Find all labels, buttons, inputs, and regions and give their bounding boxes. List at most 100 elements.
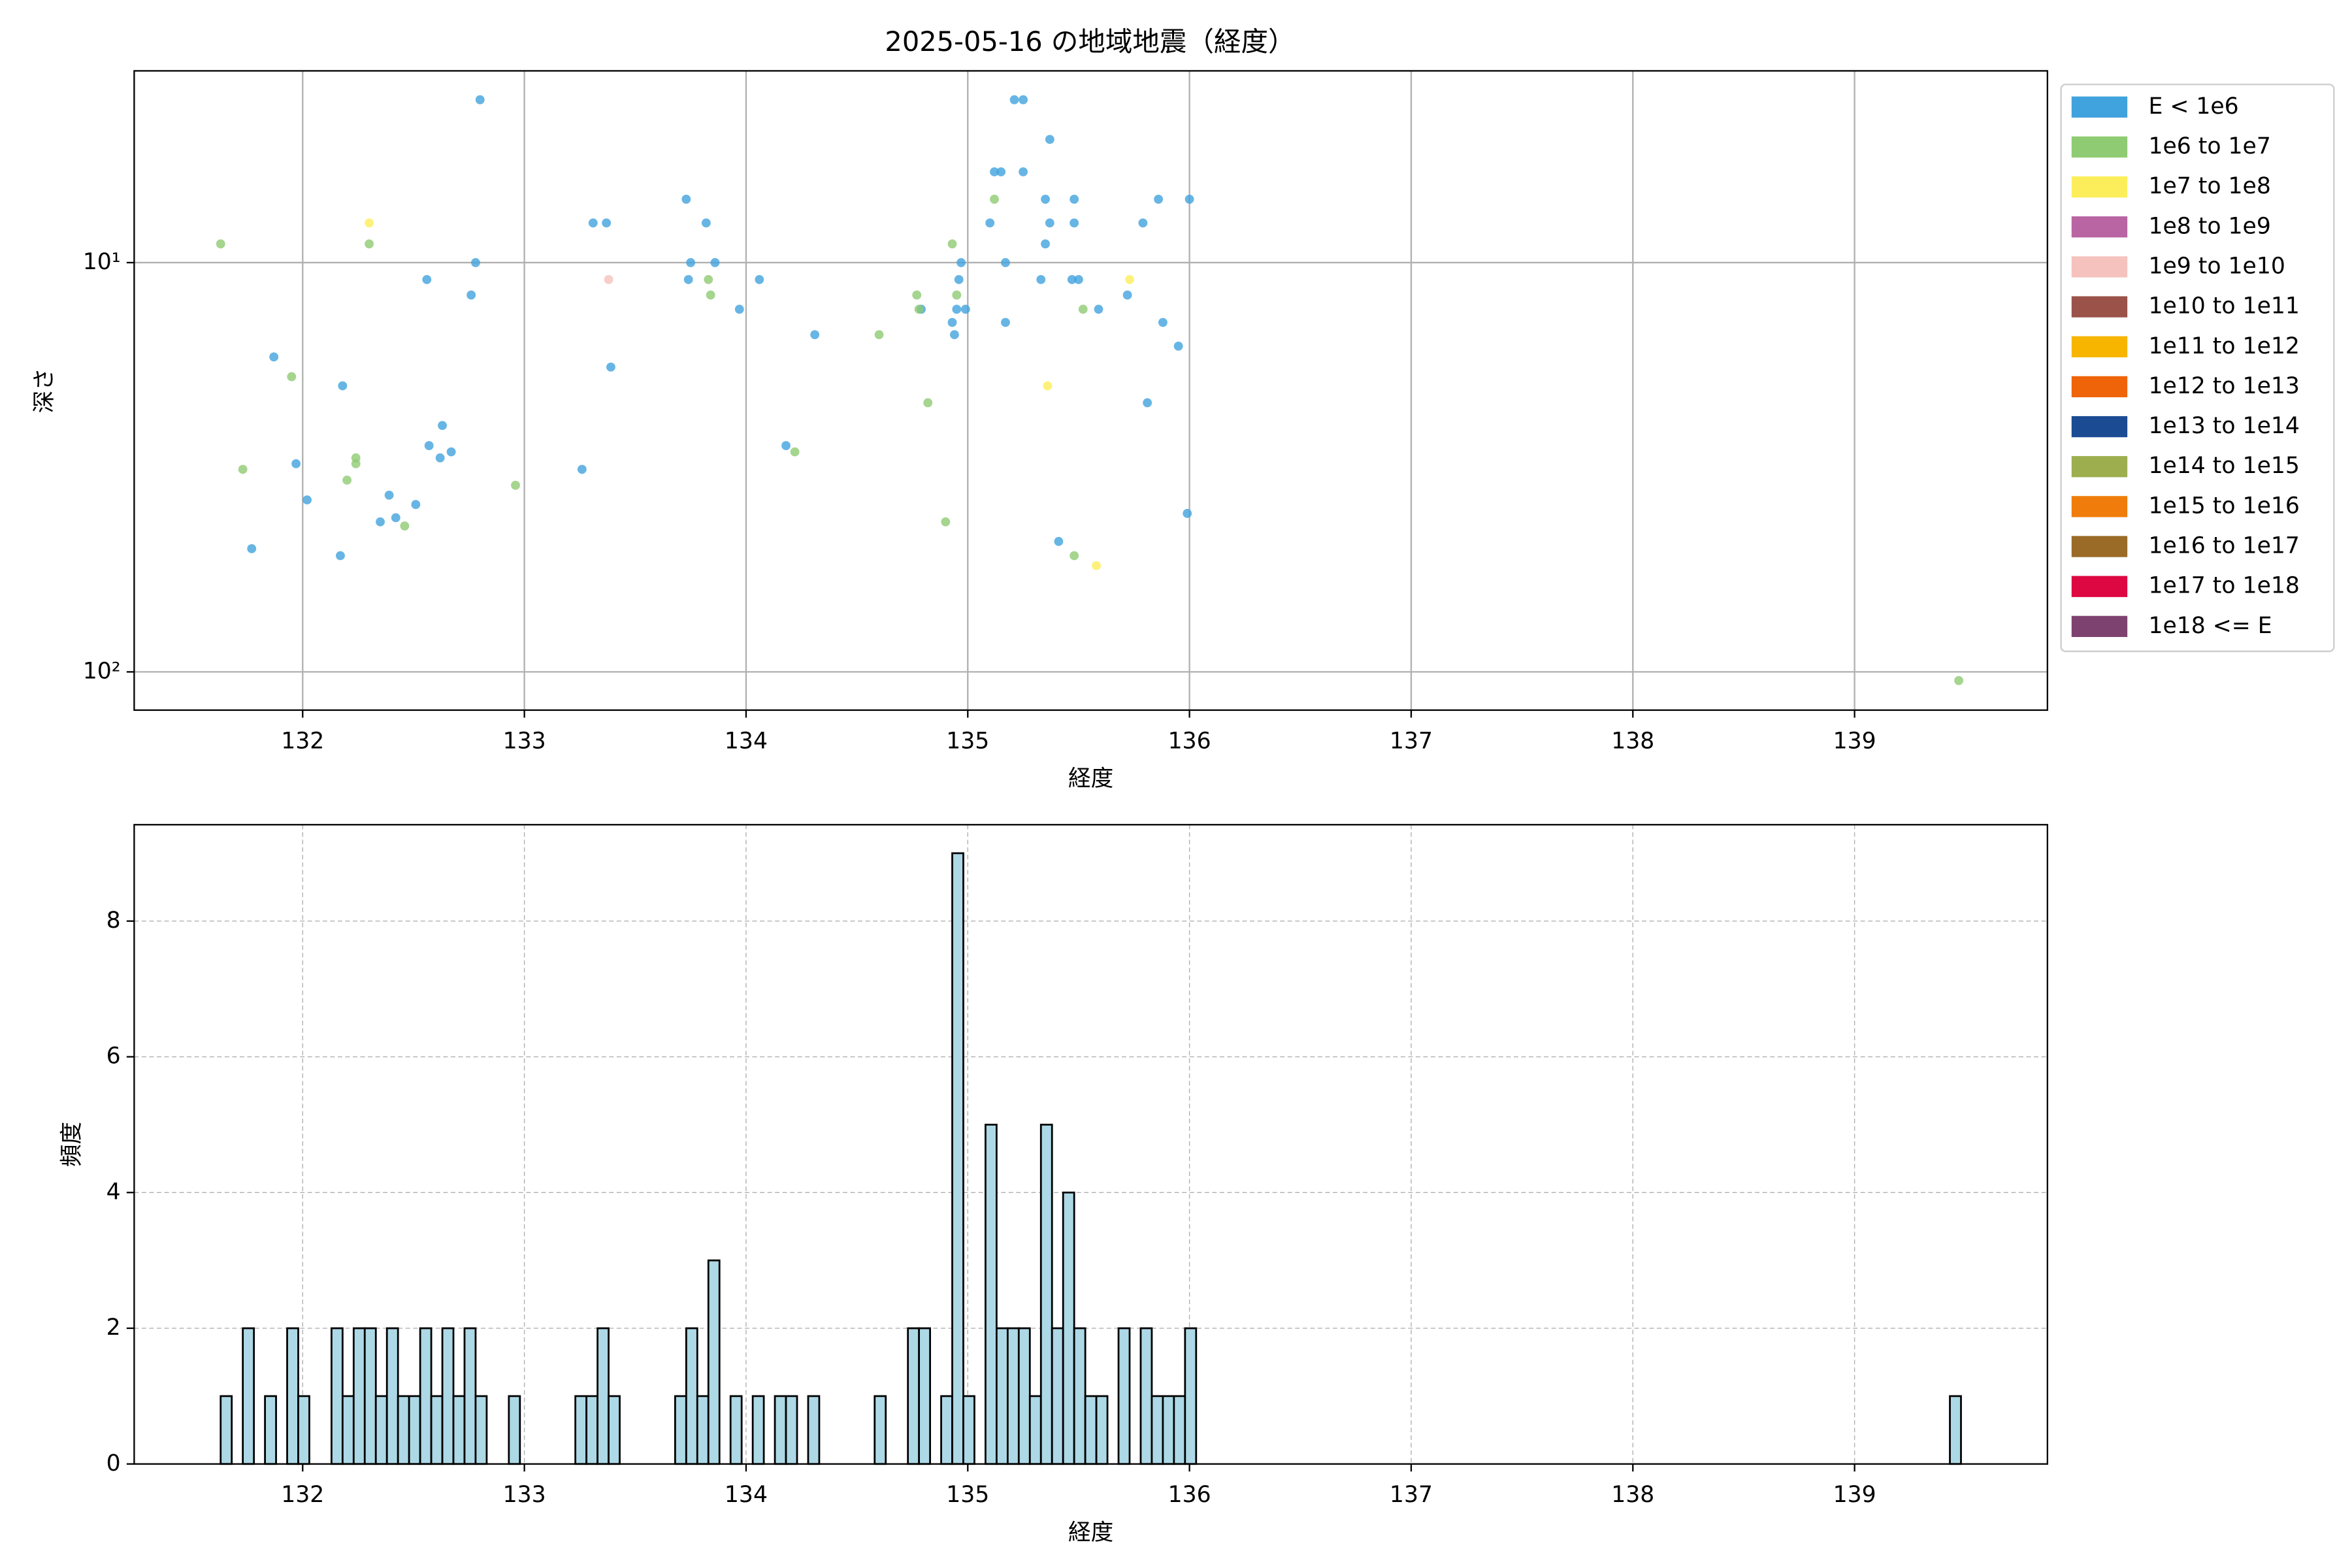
- legend-label: 1e16 to 1e17: [2148, 533, 2299, 559]
- histogram-bar: [1006, 1327, 1020, 1465]
- x-tick-label: 136: [1168, 728, 1211, 754]
- scatter-point: [1143, 398, 1152, 408]
- histogram-bar: [696, 1395, 710, 1465]
- legend-swatch: [2071, 296, 2128, 318]
- scatter-point: [238, 465, 248, 474]
- x-tick-label: 135: [946, 1482, 989, 1508]
- scatter-point: [446, 447, 456, 457]
- legend-swatch: [2071, 336, 2128, 357]
- scatter-point: [376, 517, 385, 527]
- scatter-point: [960, 304, 970, 314]
- chart-title: 2025-05-16 の地域地震（経度）: [885, 25, 1295, 57]
- scatter-point: [287, 372, 297, 382]
- x-tick-label: 136: [1168, 1482, 1211, 1508]
- legend-swatch: [2071, 536, 2128, 557]
- histogram-bar: [1095, 1395, 1109, 1465]
- scatter-point: [912, 290, 922, 300]
- scatter-point: [781, 441, 791, 451]
- grid: [134, 71, 2048, 710]
- scatter-point: [874, 330, 884, 340]
- histogram-bar: [264, 1395, 277, 1465]
- scatter-point: [1041, 239, 1050, 249]
- scatter-point: [952, 304, 962, 314]
- scatter-point: [990, 167, 999, 176]
- histogram-bar: [807, 1395, 821, 1465]
- scatter-point: [602, 218, 612, 228]
- y-axis-label: 深さ: [31, 368, 57, 413]
- histogram-bar: [1184, 1327, 1198, 1465]
- scatter-point: [1009, 95, 1019, 105]
- histogram-bar: [751, 1395, 765, 1465]
- scatter-point: [701, 218, 711, 228]
- scatter-point: [914, 304, 924, 314]
- histogram-bar: [1051, 1327, 1064, 1465]
- scatter-point: [475, 95, 485, 105]
- histogram-bar: [1173, 1395, 1186, 1465]
- x-tick-label: 139: [1833, 1482, 1876, 1508]
- scatter-point: [1019, 95, 1028, 105]
- scatter-point: [351, 459, 361, 468]
- scatter-point: [1067, 274, 1077, 284]
- legend-label: 1e15 to 1e16: [2148, 493, 2299, 519]
- legend-label: 1e9 to 1e10: [2148, 253, 2285, 279]
- scatter-point: [1041, 195, 1050, 204]
- histogram-bar: [474, 1395, 488, 1465]
- plot-frame: [133, 70, 2048, 711]
- histogram-bar: [962, 1395, 975, 1465]
- x-tick-label: 132: [281, 728, 324, 754]
- scatter-point: [1125, 274, 1134, 284]
- histogram-bar: [508, 1395, 521, 1465]
- legend: E < 1e6 1e6 to 1e7 1e7 to 1e8 1e8 to 1e9 1e9…: [2060, 84, 2335, 653]
- x-tick-label: 137: [1390, 728, 1433, 754]
- legend-label: 1e6 to 1e7: [2148, 133, 2270, 159]
- scatter-point: [985, 218, 995, 228]
- histogram-bar: [996, 1327, 1009, 1465]
- scatter-point: [606, 362, 615, 372]
- scatter-point: [950, 330, 959, 340]
- histogram-bar: [1028, 1395, 1042, 1465]
- histogram-bar: [874, 1395, 887, 1465]
- histogram-bar: [940, 1395, 953, 1465]
- scatter-point: [338, 381, 348, 391]
- legend-label: 1e7 to 1e8: [2148, 173, 2270, 199]
- scatter-point: [577, 465, 587, 474]
- x-tick-label: 133: [503, 728, 546, 754]
- histogram-bar: [242, 1327, 255, 1465]
- histogram-bar: [574, 1395, 588, 1465]
- histogram-bar: [385, 1327, 399, 1465]
- scatter-point: [291, 459, 301, 468]
- scatter-point: [1036, 274, 1046, 284]
- legend-label: 1e18 <= E: [2148, 613, 2272, 639]
- scatter-point: [302, 495, 312, 505]
- legend-label: 1e8 to 1e9: [2148, 213, 2270, 239]
- histogram-bar: [707, 1259, 721, 1465]
- histogram-bar: [1039, 1124, 1053, 1465]
- scatter-point: [954, 274, 964, 284]
- legend-swatch: [2071, 615, 2128, 637]
- histogram-bar: [408, 1395, 421, 1465]
- legend-swatch: [2071, 576, 2128, 597]
- legend-frame: [2060, 84, 2335, 653]
- histogram-bar: [419, 1327, 433, 1465]
- scatter-point: [1043, 381, 1053, 391]
- scatter-point: [704, 274, 713, 284]
- scatter-point: [438, 421, 447, 431]
- scatter-point: [1045, 218, 1054, 228]
- histogram-bar: [674, 1395, 687, 1465]
- scatter-point: [681, 195, 691, 204]
- histogram-bar: [1117, 1327, 1131, 1465]
- scatter-point: [1173, 341, 1183, 351]
- histogram-bar: [585, 1395, 598, 1465]
- scatter-point: [216, 239, 225, 249]
- scatter-point: [1184, 195, 1194, 204]
- histogram-bar: [363, 1327, 377, 1465]
- scatter-point: [1158, 318, 1168, 327]
- x-axis-label: 経度: [1068, 1520, 1113, 1546]
- legend-label: E < 1e6: [2148, 93, 2238, 120]
- scatter-point: [1070, 551, 1079, 561]
- scatter-point: [1954, 676, 1964, 685]
- scatter-point: [411, 500, 421, 510]
- scatter-point: [422, 274, 432, 284]
